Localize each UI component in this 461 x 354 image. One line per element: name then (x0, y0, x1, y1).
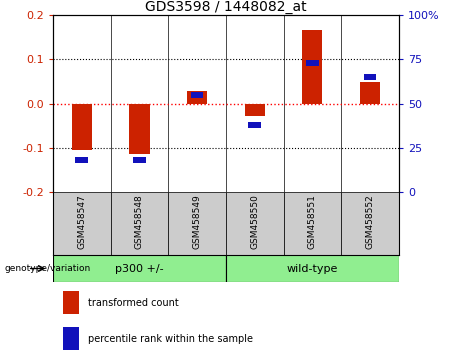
Bar (284, 192, 341, 255)
Text: GSM458551: GSM458551 (308, 194, 317, 249)
Bar (341, 192, 399, 255)
Bar (245, 103, 265, 116)
Bar (306, 60, 319, 65)
Text: percentile rank within the sample: percentile rank within the sample (88, 334, 253, 344)
Bar (133, 157, 146, 163)
Bar (53, 192, 111, 255)
Bar (364, 74, 376, 80)
Bar (187, 91, 207, 103)
Bar (168, 192, 226, 255)
Text: GSM458550: GSM458550 (250, 194, 259, 249)
Bar (226, 192, 284, 255)
Text: transformed count: transformed count (88, 298, 178, 308)
Bar (130, 103, 149, 154)
Title: GDS3598 / 1448082_at: GDS3598 / 1448082_at (145, 0, 307, 14)
Bar (64, 327, 79, 350)
Text: wild-type: wild-type (287, 263, 338, 274)
Bar (76, 157, 88, 163)
Bar (191, 92, 203, 97)
Bar (360, 82, 380, 103)
Text: genotype/variation: genotype/variation (5, 264, 91, 273)
Bar (72, 103, 92, 150)
Text: GSM458552: GSM458552 (366, 194, 374, 249)
Bar (111, 192, 168, 255)
Bar (226, 255, 399, 282)
Bar (64, 291, 79, 314)
Text: GSM458547: GSM458547 (77, 194, 86, 249)
Text: p300 +/-: p300 +/- (115, 263, 164, 274)
Text: GSM458548: GSM458548 (135, 194, 144, 249)
Bar (302, 30, 322, 103)
Text: GSM458549: GSM458549 (193, 194, 201, 249)
Bar (53, 255, 226, 282)
Bar (248, 122, 261, 127)
